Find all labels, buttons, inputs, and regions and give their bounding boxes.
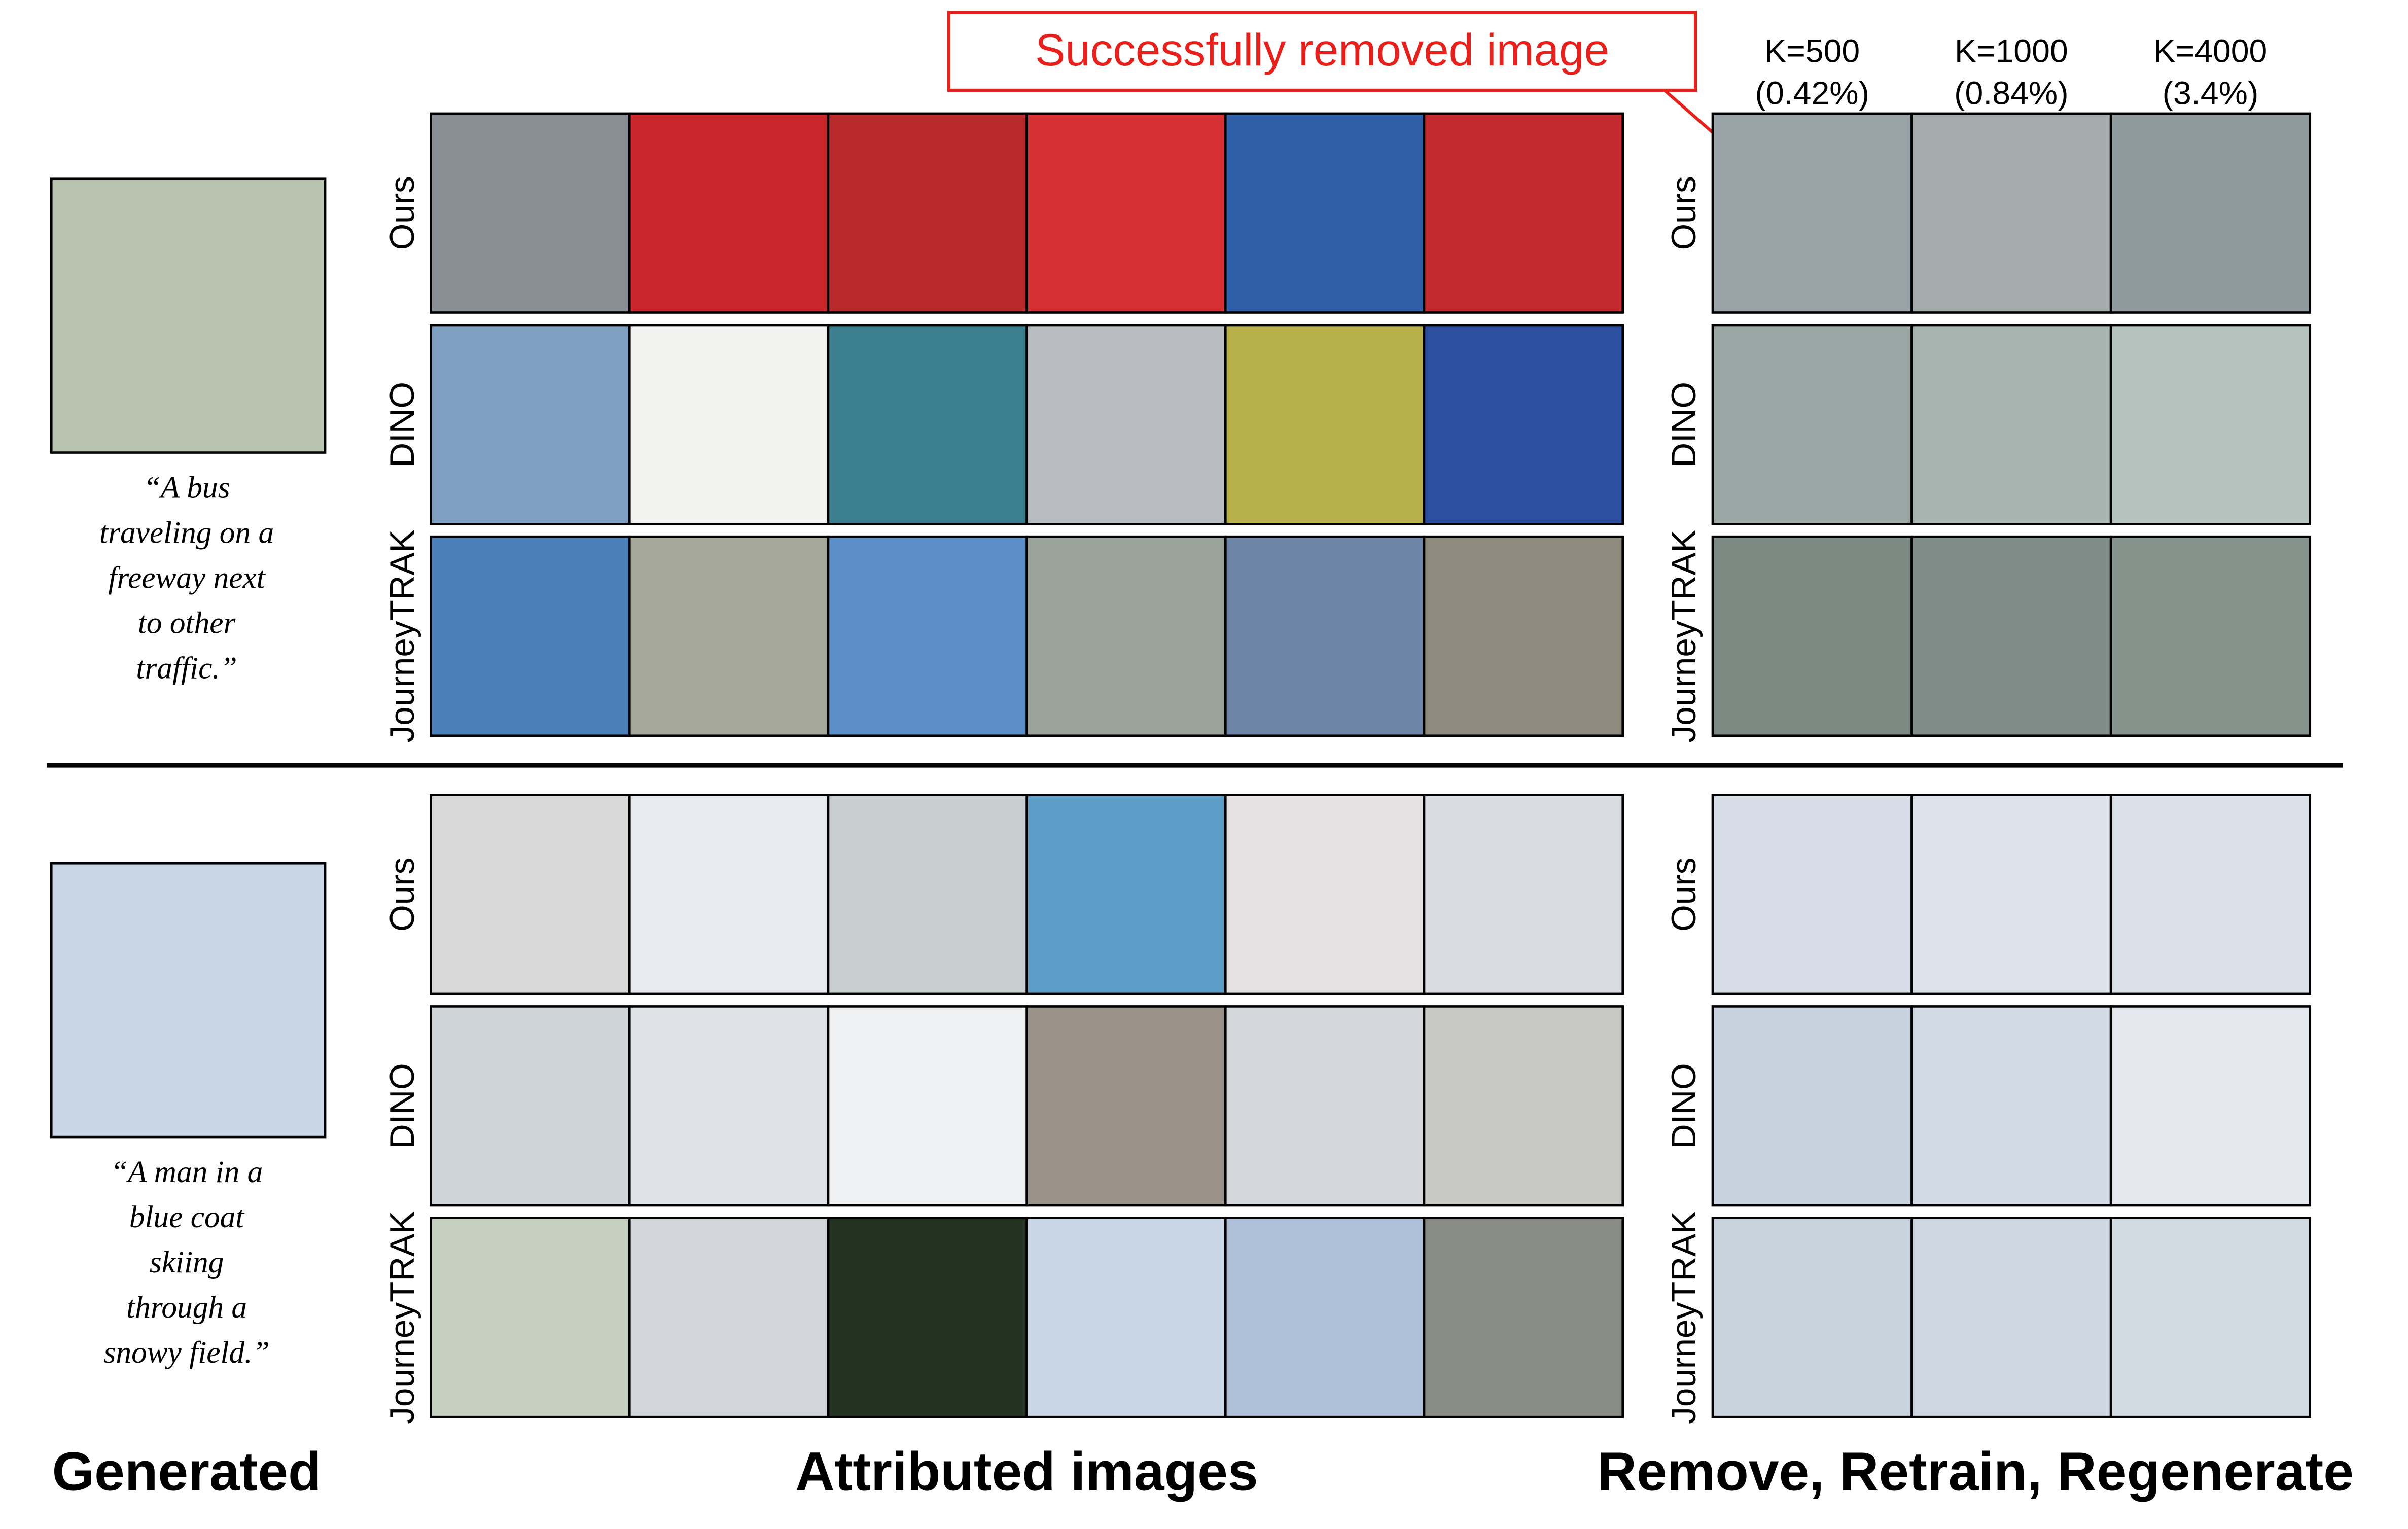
method-label: JourneyTRAK	[383, 1211, 421, 1424]
section-label: Remove, Retrain, Regenerate	[1598, 1441, 2354, 1502]
annotation: Successfully removed image	[1035, 24, 1609, 75]
attributed-image	[628, 112, 830, 314]
attributed-image	[1224, 1005, 1426, 1207]
attributed-image	[827, 1217, 1028, 1418]
method-label: DINO	[1665, 1063, 1703, 1149]
k-header: K=4000	[2154, 33, 2268, 69]
attributed-image	[1423, 1217, 1624, 1418]
attributed-image	[1224, 112, 1426, 314]
regenerated-image	[1711, 535, 1913, 737]
attributed-image	[827, 535, 1028, 737]
attributed-image	[1025, 112, 1227, 314]
attributed-image	[1224, 535, 1426, 737]
generated-image	[50, 177, 327, 454]
attributed-image	[1224, 794, 1426, 995]
attributed-image	[1423, 1005, 1624, 1207]
attributed-image	[1025, 1217, 1227, 1418]
section-label: Attributed images	[795, 1441, 1258, 1502]
attributed-image	[430, 1217, 631, 1418]
section-label: Generated	[52, 1441, 322, 1502]
attributed-image	[827, 112, 1028, 314]
generated-image	[50, 862, 327, 1139]
caption-line: “A bus	[144, 470, 230, 505]
attributed-image	[430, 112, 631, 314]
attributed-image	[628, 1005, 830, 1207]
k-header: K=1000	[1955, 33, 2068, 69]
attributed-image	[1025, 794, 1227, 995]
attributed-image	[1025, 324, 1227, 525]
caption-line: “A man in a	[111, 1155, 263, 1189]
regenerated-image	[2109, 112, 2312, 314]
method-label: JourneyTRAK	[1665, 1211, 1703, 1424]
attributed-image	[430, 535, 631, 737]
regenerated-image	[1910, 1005, 2112, 1207]
regenerated-image	[1910, 1217, 2112, 1418]
regenerated-image	[2109, 1005, 2312, 1207]
attributed-image	[628, 324, 830, 525]
regenerated-image	[1711, 1005, 1913, 1207]
attributed-image	[1025, 1005, 1227, 1207]
method-label: Ours	[1665, 857, 1703, 931]
caption-line: freeway next	[108, 560, 266, 595]
attributed-image	[1224, 1217, 1426, 1418]
attributed-image	[430, 1005, 631, 1207]
caption-line: traveling on a	[99, 515, 274, 550]
method-label: DINO	[383, 382, 421, 468]
attributed-image	[827, 794, 1028, 995]
method-label: DINO	[1665, 382, 1703, 468]
attributed-image	[827, 324, 1028, 525]
k-percent: (0.84%)	[1954, 75, 2068, 111]
regenerated-image	[1910, 112, 2112, 314]
caption-line: snowy field.”	[104, 1335, 270, 1370]
method-label: JourneyTRAK	[1665, 529, 1703, 742]
k-header: K=500	[1764, 33, 1860, 69]
attributed-image	[430, 324, 631, 525]
caption-line: to other	[138, 606, 236, 640]
k-percent: (3.4%)	[2163, 75, 2259, 111]
attributed-image	[827, 1005, 1028, 1207]
regenerated-image	[1910, 794, 2112, 995]
regenerated-image	[1711, 112, 1913, 314]
regenerated-image	[1910, 535, 2112, 737]
method-label: JourneyTRAK	[383, 529, 421, 742]
caption-line: blue coat	[129, 1200, 245, 1234]
caption-line: skiing	[150, 1245, 224, 1279]
attributed-image	[628, 794, 830, 995]
regenerated-image	[1711, 324, 1913, 525]
regenerated-image	[1711, 1217, 1913, 1418]
attributed-image	[1025, 535, 1227, 737]
attributed-image	[1423, 112, 1624, 314]
attributed-image	[1423, 794, 1624, 995]
attributed-image	[1224, 324, 1426, 525]
regenerated-image	[2109, 1217, 2312, 1418]
method-label: Ours	[383, 176, 421, 250]
k-percent: (0.42%)	[1755, 75, 1869, 111]
attributed-image	[628, 535, 830, 737]
regenerated-image	[2109, 324, 2312, 525]
method-label: Ours	[1665, 176, 1703, 250]
caption-line: through a	[126, 1290, 247, 1325]
attributed-image	[1423, 324, 1624, 525]
attributed-image	[430, 794, 631, 995]
method-label: Ours	[383, 857, 421, 931]
attributed-image	[628, 1217, 830, 1418]
method-label: DINO	[383, 1063, 421, 1149]
attributed-image	[1423, 535, 1624, 737]
caption-line: traffic.”	[136, 651, 237, 685]
regenerated-image	[2109, 535, 2312, 737]
regenerated-image	[2109, 794, 2312, 995]
annotation-box	[947, 11, 1697, 92]
regenerated-image	[1910, 324, 2112, 525]
regenerated-image	[1711, 794, 1913, 995]
